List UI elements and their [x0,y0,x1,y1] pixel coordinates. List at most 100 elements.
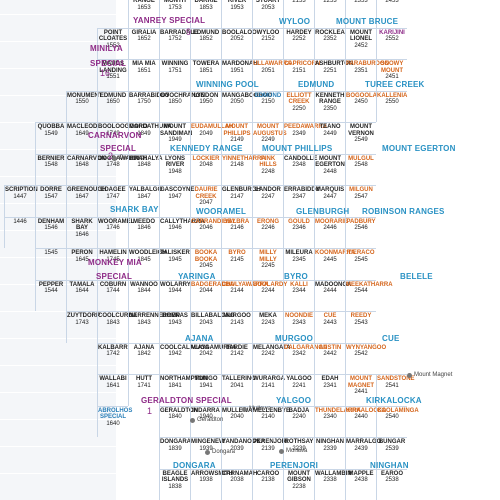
map-sheet-2147[interactable]: GLENBURGH 2147 [221,185,261,217]
map-sheet-2148[interactable]: YINNETHARRA 2148 [221,153,266,185]
map-sheet-2550[interactable]: KALLENIA 2550 [376,90,407,122]
map-sheet-1650[interactable]: EDMUND 1650 [97,90,128,122]
map-sheet-1847[interactable]: YALBALGO 1847 [128,185,162,217]
map-sheet-2340[interactable]: THUNDELARRA 2340 [314,405,361,437]
map-sheet-2444[interactable]: MADOONGA 2444 [314,279,351,311]
map-sheet-1547[interactable]: DORRE 1547 [35,185,66,217]
map-sheet-1941[interactable]: MUNGO 1941 [190,374,221,406]
map-sheet-2343[interactable]: NOONDIE 2343 [283,311,314,343]
map-sheet-2153[interactable]: 2153 [283,0,314,28]
map-sheet-2139[interactable]: PERENJORI 2139 [252,437,288,469]
map-sheet-2045[interactable]: BOOKA BOOKA 2045 [190,248,221,280]
map-sheet-2138[interactable]: CAROO 2138 [252,468,283,500]
map-sheet-2242[interactable]: MELANGATA 2242 [252,342,290,374]
map-sheet-2249[interactable]: MOUNT AUGUSTUS 2249 [252,122,287,154]
map-sheet-1945[interactable]: TALISKER 1945 [159,248,190,280]
map-sheet-1842[interactable]: AJANA 1842 [128,342,159,374]
map-sheet-2351[interactable]: PARABURDOO 2351 [345,59,389,91]
map-sheet-2241[interactable]: YALGOO 2241 [283,374,314,406]
map-sheet-1548[interactable]: BERNIER 1548 [35,153,66,185]
map-sheet-2047[interactable]: DAURIE CREEK 2047 [190,185,221,217]
map-sheet-1938[interactable]: ARROWSMITH 1938 [190,468,233,500]
map-sheet-1850[interactable]: GOOCHRANGE 1850 [159,90,204,122]
map-sheet-2450[interactable]: BOGOOLA 2450 [345,90,377,122]
map-sheet-2338[interactable]: WALLAMBIN 2338 [314,468,352,500]
map-sheet-2453[interactable]: 2453 [376,0,407,28]
map-sheet-1446[interactable]: 1446 [4,216,35,248]
map-sheet-2143[interactable]: MURGOO 2143 [221,311,252,343]
map-sheet-2140[interactable]: MELLENBYE 2140 [252,405,290,437]
map-sheet-1741[interactable]: HUTT 1741 [128,374,159,406]
map-sheet-1843[interactable]: COOLCURDA 1843 [97,311,137,343]
map-sheet-2250[interactable]: ELLIOTT CREEK 2250 [283,90,314,122]
map-sheet-1852[interactable]: EDMUND 1852 [190,27,221,59]
map-sheet-2346[interactable]: GOULD 2346 [283,216,314,248]
map-sheet-2244[interactable]: BOOLARDY 2244 [252,279,287,311]
map-sheet-1744[interactable]: COBURN 1744 [97,279,128,311]
map-sheet-1851[interactable]: TOWERA 1851 [190,59,221,91]
map-sheet-2339[interactable]: NINGHAN 2339 [314,437,345,469]
map-sheet-1645[interactable]: PERON 1645 [66,248,97,280]
map-sheet-1939[interactable]: MINGENEW 1939 [190,437,225,469]
map-sheet-2547[interactable]: MILGUN 2547 [345,185,376,217]
map-sheet-2445[interactable]: KOONMARRA 2445 [314,248,355,280]
map-sheet-2439[interactable]: MARRALGO 2439 [345,437,381,469]
map-sheet-2042[interactable]: MUGGAMURRA 2042 [190,342,236,374]
map-sheet-2344[interactable]: KALLI 2344 [283,279,314,311]
map-sheet-1943[interactable]: BOMPAS 1943 [159,311,190,343]
map-sheet-1953[interactable]: RIVER 1953 [221,0,252,28]
map-sheet-1648[interactable]: CARNARVON 1648 [66,153,106,185]
map-sheet-1752[interactable]: BARRADALE 1752 [159,27,198,59]
map-sheet-2251[interactable]: ASHBURTON 2251 [314,59,353,91]
map-sheet-2347[interactable]: ERRABIDDY 2347 [283,185,320,217]
map-sheet-1746[interactable]: WOORAMEL 1746 [97,216,134,248]
map-sheet-2441[interactable]: MOUNT MAGNET 2441 [345,374,376,406]
map-sheet-2243[interactable]: MEKA 2243 [252,311,283,343]
map-sheet-2050[interactable]: MANGABOOROO 2050 [221,90,272,122]
map-sheet-1838[interactable]: BEAGLE ISLANDS 1838 [159,468,190,500]
map-sheet-1748[interactable]: DOORAWARRAH 1748 [97,153,147,185]
map-sheet-2452[interactable]: MOUNT LIONEL 2452 [345,27,376,59]
map-sheet-1552[interactable]: POINT CLOATES 1552 [97,27,128,59]
map-sheet-1640[interactable]: ABROLHOS SPECIAL 1640 [97,405,132,437]
map-sheet-2349[interactable]: PEEDAWARRA 2349 [283,122,327,154]
map-sheet-2046[interactable]: CARRANDIBBY 2046 [190,216,236,248]
map-sheet-2253[interactable]: 2253 [314,0,345,28]
map-sheet-2145[interactable]: BYRO 2145 [221,248,252,280]
map-sheet-2549[interactable]: MOUNT VERNON 2549 [345,122,376,154]
map-sheet-2341[interactable]: EDAH 2341 [314,374,345,406]
map-sheet-2448[interactable]: MOUNT EGERTON 2448 [314,153,345,185]
map-sheet-1753[interactable]: MONTH 1753 [159,0,190,28]
map-sheet-2152[interactable]: WYLOO 2152 [252,27,283,59]
map-sheet-2044[interactable]: BADGERADDA 2044 [190,279,234,311]
map-sheet-2544[interactable]: MEEKATHARRA 2544 [345,279,393,311]
map-sheet-1447[interactable]: SCRIPTION 1447 [4,185,38,217]
map-sheet-2442[interactable]: AUSTIN 2442 [314,342,345,374]
map-sheet-2552[interactable]: KARIJINI 2552 [376,27,407,59]
map-sheet-1652[interactable]: GIRALIA 1652 [128,27,159,59]
map-sheet-2048[interactable]: LOCKIER 2048 [190,153,221,185]
map-sheet-2149[interactable]: MOUNT PHILLIPS 2149 [221,122,252,154]
map-sheet-2247[interactable]: LANDOR 2247 [252,185,283,217]
map-sheet-2043[interactable]: BILLABALONG 2043 [190,311,235,343]
map-sheet-1647[interactable]: GREENOUGH 1647 [66,185,106,217]
map-sheet-2447[interactable]: MARQUIS 2447 [314,185,345,217]
map-sheet-2040[interactable]: MULLEWA 2040 [221,405,252,437]
map-sheet-2438[interactable]: MAPPLE 2438 [345,468,376,500]
map-sheet-2246[interactable]: ERONG 2246 [252,216,283,248]
map-sheet-1644[interactable]: TAMALA 1644 [66,279,97,311]
map-sheet-1845[interactable]: WOODLEIGH 1845 [128,248,167,280]
map-sheet-1947[interactable]: GASCOYNE 1947 [159,185,194,217]
map-sheet-2238[interactable]: MOUNT GIBSON 2238 [283,468,314,500]
map-sheet-2144[interactable]: CHULYAWARRA 2144 [221,279,268,311]
map-sheet-2049[interactable]: EUDAMULLAH 2049 [190,122,233,154]
map-sheet-1853[interactable]: DARRIE 1853 [190,0,221,28]
map-sheet-2345[interactable]: MILEURA 2345 [283,248,314,280]
map-sheet-2548[interactable]: MULGUL 2548 [345,153,376,185]
map-sheet-2240[interactable]: BADJA 2240 [283,405,314,437]
map-sheet-1651[interactable]: MIA MIA 1651 [128,59,159,91]
map-sheet-1841[interactable]: NORTHAMPTON 1841 [159,374,207,406]
map-sheet-1950[interactable]: LYNDON 1950 [190,90,221,122]
map-sheet-1949[interactable]: MOUNT SANDIMAN 1949 [159,122,192,154]
map-sheet-1849[interactable]: MARDATHUNA 1849 [128,122,172,154]
